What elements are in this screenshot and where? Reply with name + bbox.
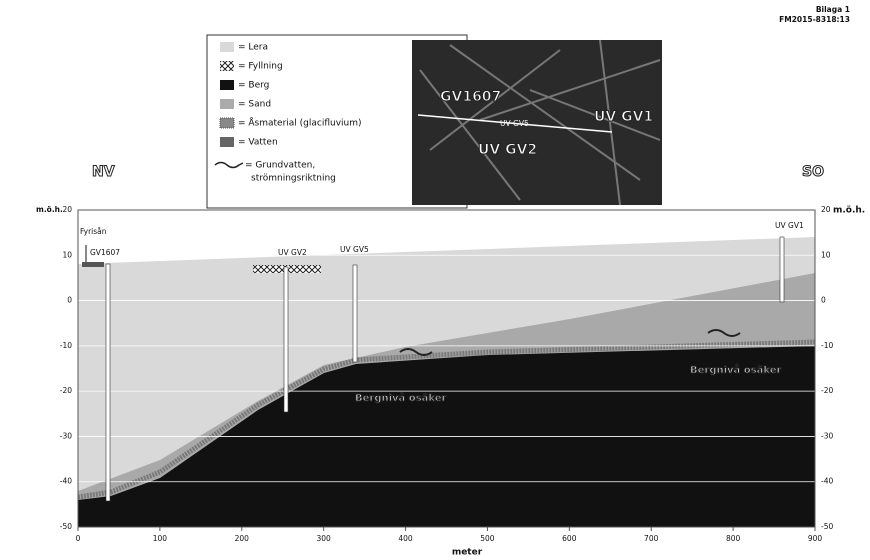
y-tick-label: 0: [821, 296, 826, 305]
legend-label: strömningsriktning: [251, 174, 336, 184]
x-tick-label: 100: [153, 534, 168, 543]
well-label: UV GV2: [278, 248, 307, 257]
x-tick-label: 500: [480, 534, 495, 543]
legend-label: = Lera: [238, 43, 268, 53]
swatch-berg: [220, 80, 234, 90]
y-tick-label: -10: [821, 341, 833, 350]
y-tick-label: -20: [821, 386, 833, 395]
y-tick-label: 0: [67, 296, 72, 305]
x-tick-label: 400: [398, 534, 413, 543]
cross-section-page: Bilaga 1 FM2015-8318:13 = Lera = Fyllnin…: [0, 0, 870, 560]
swatch-asmaterial: [220, 118, 234, 128]
swatch-sand: [220, 99, 234, 109]
header-line: Bilaga 1: [816, 5, 850, 14]
well-label: UV GV5: [340, 245, 369, 254]
swatch-vatten: [220, 137, 234, 147]
direction-label: SO: [802, 164, 824, 180]
y-tick-label: -10: [60, 341, 72, 350]
axis-label: meter: [452, 548, 483, 558]
map-label: UV GV1: [594, 109, 653, 125]
map-label: GV1607: [440, 89, 501, 105]
well-label: UV GV1: [775, 221, 804, 230]
y-tick-label: -30: [821, 431, 833, 440]
legend-label: = Fyllning: [238, 62, 283, 72]
axis-label: m.ö.h.: [833, 206, 865, 216]
legend-label: = Berg: [238, 81, 269, 91]
swatch-lera: [220, 42, 234, 52]
x-tick-label: 200: [235, 534, 250, 543]
legend-label: = Vatten: [238, 138, 278, 148]
x-tick-label: 900: [808, 534, 823, 543]
well: [353, 265, 357, 362]
well-label: GV1607: [90, 248, 120, 257]
well-label: Fyrisån: [80, 227, 107, 236]
axis-label: m.ö.h.: [36, 205, 63, 214]
x-tick-label: 600: [562, 534, 577, 543]
map: GV1607 UV GV5 UV GV2 UV GV1: [412, 40, 662, 205]
y-tick-label: 20: [821, 205, 831, 214]
annotation: Bergnivå osäker: [355, 391, 447, 404]
well: [106, 264, 110, 501]
map-label: UV GV5: [500, 119, 529, 128]
legend-label: = Grundvatten,: [245, 161, 315, 171]
y-tick-label: 20: [62, 205, 72, 214]
legend-label: = Åsmaterial (glacifluvium): [238, 117, 362, 129]
y-tick-label: 10: [821, 250, 831, 259]
map-label: UV GV2: [478, 142, 537, 158]
annotation: Bergnivå osäker: [690, 363, 782, 376]
well: [780, 237, 784, 302]
y-tick-label: -20: [60, 386, 72, 395]
x-tick-label: 300: [317, 534, 332, 543]
y-tick-label: 10: [62, 250, 72, 259]
y-tick-label: -30: [60, 431, 72, 440]
water-fyrisan: [82, 262, 104, 267]
swatch-fyllning: [220, 61, 234, 71]
y-tick-label: -40: [60, 477, 72, 486]
x-tick-label: 800: [726, 534, 741, 543]
x-tick-label: 0: [76, 534, 81, 543]
legend-label: = Sand: [238, 100, 271, 110]
header-line: FM2015-8318:13: [779, 15, 850, 24]
y-tick-label: -50: [60, 522, 72, 531]
y-tick-label: -40: [821, 477, 833, 486]
direction-label: NV: [92, 164, 115, 180]
x-tick-label: 700: [644, 534, 659, 543]
y-tick-label: -50: [821, 522, 833, 531]
well: [284, 267, 288, 412]
